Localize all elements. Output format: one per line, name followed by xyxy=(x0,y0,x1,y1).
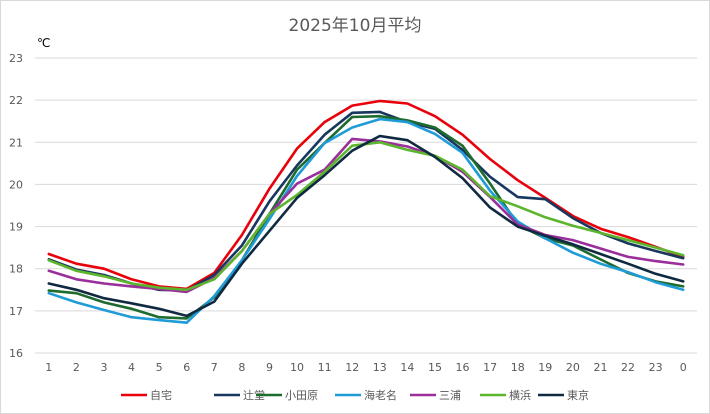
y-tick-label: 16 xyxy=(9,347,23,360)
x-tick-label: 9 xyxy=(266,361,273,374)
x-tick-label: 11 xyxy=(318,361,332,374)
x-tick-label: 3 xyxy=(100,361,107,374)
y-tick-label: 18 xyxy=(9,263,23,276)
legend-label: 横浜 xyxy=(509,388,531,402)
x-tick-label: 2 xyxy=(73,361,80,374)
chart-title: 2025年10月平均 xyxy=(289,16,422,36)
legend-label: 三浦 xyxy=(439,389,461,402)
x-tick-label: 22 xyxy=(621,361,635,374)
x-tick-label: 12 xyxy=(345,361,359,374)
x-tick-label: 0 xyxy=(680,361,687,374)
x-tick-label: 21 xyxy=(593,361,607,374)
series-lines xyxy=(47,99,685,325)
series-line xyxy=(47,110,685,292)
x-tick-label: 4 xyxy=(128,361,135,374)
x-tick-label: 14 xyxy=(400,361,414,374)
x-axis-ticks: 1 2 3 4 5 6 7 8 9 10 11 12 13 14 15 16 17 18 19 20 21 22 23 0 xyxy=(45,361,686,374)
x-tick-label: 1 xyxy=(45,361,52,374)
x-tick-label: 15 xyxy=(428,361,442,374)
x-tick-label: 7 xyxy=(211,361,218,374)
series-line xyxy=(47,134,685,318)
y-tick-label: 21 xyxy=(9,136,23,149)
legend: 自宅 辻堂 小田原 海老名 三浦 横浜 東京 xyxy=(121,388,589,402)
y-tick-label: 22 xyxy=(9,94,23,107)
series-line xyxy=(47,117,685,325)
x-tick-label: 20 xyxy=(566,361,580,374)
series-line xyxy=(47,137,685,294)
y-axis-unit: ℃ xyxy=(37,36,50,50)
series-line xyxy=(47,99,685,291)
y-tick-label: 20 xyxy=(9,178,23,191)
y-tick-label: 19 xyxy=(9,221,23,234)
x-tick-label: 18 xyxy=(511,361,525,374)
x-tick-label: 8 xyxy=(238,361,245,374)
x-tick-label: 17 xyxy=(483,361,497,374)
x-tick-label: 6 xyxy=(183,361,190,374)
x-tick-label: 5 xyxy=(156,361,163,374)
legend-label: 小田原 xyxy=(285,389,318,402)
x-tick-label: 16 xyxy=(456,361,470,374)
x-tick-label: 10 xyxy=(290,361,304,374)
legend-label: 東京 xyxy=(567,388,589,402)
legend-label: 自宅 xyxy=(150,388,172,402)
legend-label: 辻堂 xyxy=(243,388,265,402)
series-line xyxy=(47,141,685,292)
series-line xyxy=(47,114,685,320)
legend-label: 海老名 xyxy=(364,388,397,402)
y-tick-label: 17 xyxy=(9,305,23,318)
x-tick-label: 19 xyxy=(538,361,552,374)
x-tick-label: 13 xyxy=(373,361,387,374)
y-tick-label: 23 xyxy=(9,52,23,65)
y-axis-ticks: 16 17 18 19 20 21 22 23 xyxy=(9,52,23,360)
x-tick-label: 23 xyxy=(649,361,663,374)
